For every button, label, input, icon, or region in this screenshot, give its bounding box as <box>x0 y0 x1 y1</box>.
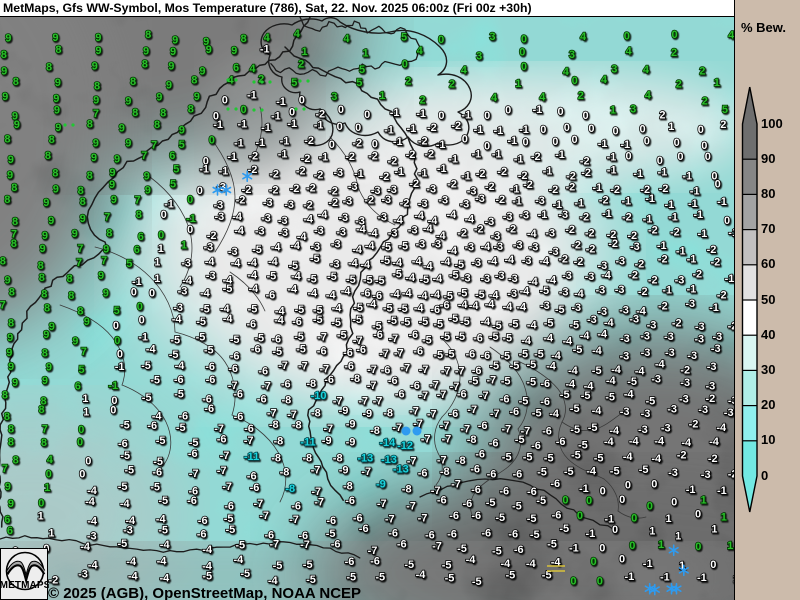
svg-text:METMAPS: METMAPS <box>1 580 49 591</box>
